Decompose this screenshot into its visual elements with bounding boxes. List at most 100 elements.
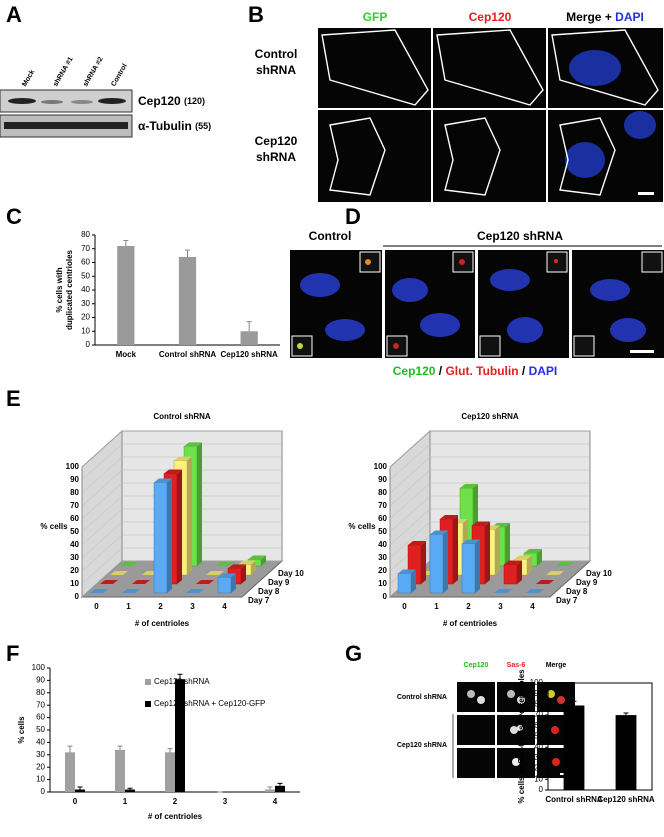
cell-outline xyxy=(329,117,386,196)
bar xyxy=(461,539,480,594)
bar-top xyxy=(440,515,458,519)
blot-strip xyxy=(0,89,133,113)
legend-label: Day 10 xyxy=(586,569,612,578)
bar-side xyxy=(231,573,236,593)
spot xyxy=(557,696,565,704)
x-tick-label: 0 xyxy=(94,602,99,611)
grid-line xyxy=(81,430,282,468)
y-tick-label: 70 xyxy=(70,501,79,510)
y-tick-label: 0 xyxy=(75,592,80,601)
x-tick-label: 4 xyxy=(273,797,278,806)
y-tick-label: 0 xyxy=(86,340,91,349)
bar-top xyxy=(524,549,542,553)
y-tick-label: 40 xyxy=(36,738,45,747)
panel-label: G xyxy=(345,641,362,666)
legend-label: Cep120 shRNA + Cep120-GFP xyxy=(154,699,265,708)
bar-side xyxy=(187,456,192,575)
bar-top xyxy=(184,442,202,447)
spot xyxy=(547,690,555,698)
y-tick-label: 30 xyxy=(81,299,90,308)
cell-outline xyxy=(559,117,616,196)
grid-line xyxy=(389,482,590,520)
grid-line xyxy=(81,443,282,481)
cell-outline xyxy=(551,29,659,106)
y-tick-label: 100 xyxy=(530,678,544,687)
spot xyxy=(517,696,525,704)
grid-line xyxy=(81,547,282,585)
y-tick-label: 0 xyxy=(539,785,544,794)
x-tick-label: 3 xyxy=(498,602,503,611)
bar xyxy=(536,580,554,584)
bar xyxy=(275,785,285,792)
grid-line xyxy=(389,456,590,494)
centriole-spot xyxy=(365,259,371,265)
bar xyxy=(122,589,140,593)
grid-line xyxy=(389,521,590,559)
grid-line xyxy=(81,521,282,559)
inset xyxy=(573,335,595,357)
y-tick-label: 50 xyxy=(70,527,79,536)
bar xyxy=(110,571,128,575)
bar xyxy=(132,580,150,584)
bar xyxy=(217,573,236,594)
panel-g-images: Cep120 Sas-6 Merge Control shRNA Cep120 … xyxy=(397,662,575,778)
bar xyxy=(397,569,416,594)
bar-top xyxy=(164,469,182,474)
y-tick-label: 0 xyxy=(41,787,46,796)
bar-side xyxy=(241,564,246,584)
y-tick-label: 40 xyxy=(378,540,387,549)
x-tick-label: Control shRNA xyxy=(545,795,603,804)
y-tick-label: 70 xyxy=(81,244,90,253)
y-tick-label: 10 xyxy=(534,774,543,783)
x-tick-label: 2 xyxy=(173,797,178,806)
bar-top xyxy=(462,539,480,544)
bar-front xyxy=(429,534,444,594)
error-bar xyxy=(571,700,577,706)
bar xyxy=(65,752,75,792)
bar xyxy=(240,331,258,345)
bar xyxy=(125,789,135,792)
bar-top xyxy=(556,562,574,566)
y-tick-label: 100 xyxy=(32,663,46,672)
nucleus xyxy=(420,313,460,337)
spot xyxy=(510,726,518,734)
bar-top xyxy=(122,589,140,593)
lane-label: Control xyxy=(110,63,129,88)
error-bar xyxy=(123,240,129,246)
centriole-spot xyxy=(554,259,558,263)
bar-side xyxy=(197,442,202,566)
centriole-spot xyxy=(459,259,465,265)
y-axis-label: % cells with xyxy=(55,267,64,312)
y-tick-label: 60 xyxy=(36,713,45,722)
blot-label: α-Tubulin (55) xyxy=(138,119,211,133)
nucleus xyxy=(610,318,646,342)
bar-top xyxy=(206,571,224,575)
y-tick-label: 10 xyxy=(36,775,45,784)
y-tick-label: 80 xyxy=(36,688,45,697)
y-tick-label: 80 xyxy=(534,700,543,709)
bar xyxy=(100,580,118,584)
micrograph xyxy=(497,682,535,712)
legend-label: Day 8 xyxy=(566,587,588,596)
blot-label: Cep120 (120) xyxy=(138,94,205,108)
error-bar xyxy=(177,673,183,680)
bar-front xyxy=(461,543,476,594)
bar xyxy=(503,560,522,585)
bar xyxy=(175,679,185,792)
bar-top xyxy=(408,541,426,545)
y-tick-label: 60 xyxy=(378,514,387,523)
bar xyxy=(546,571,564,575)
bar xyxy=(265,789,275,792)
bar-side xyxy=(261,555,266,566)
y-axis-label: % cells xyxy=(40,522,68,531)
y-tick-label: 70 xyxy=(534,710,543,719)
y-axis-label: % cells w/ Sas-6-positive centrioles xyxy=(517,669,526,804)
micrograph xyxy=(433,28,546,108)
y-tick-label: 10 xyxy=(81,326,90,335)
column-header: Sas-6 xyxy=(507,662,526,669)
panel-label: D xyxy=(345,204,361,229)
bar xyxy=(165,752,175,792)
centriole-spot xyxy=(297,343,303,349)
row-label: Cep120 shRNA xyxy=(397,742,447,749)
row-label: shRNA xyxy=(256,63,296,77)
